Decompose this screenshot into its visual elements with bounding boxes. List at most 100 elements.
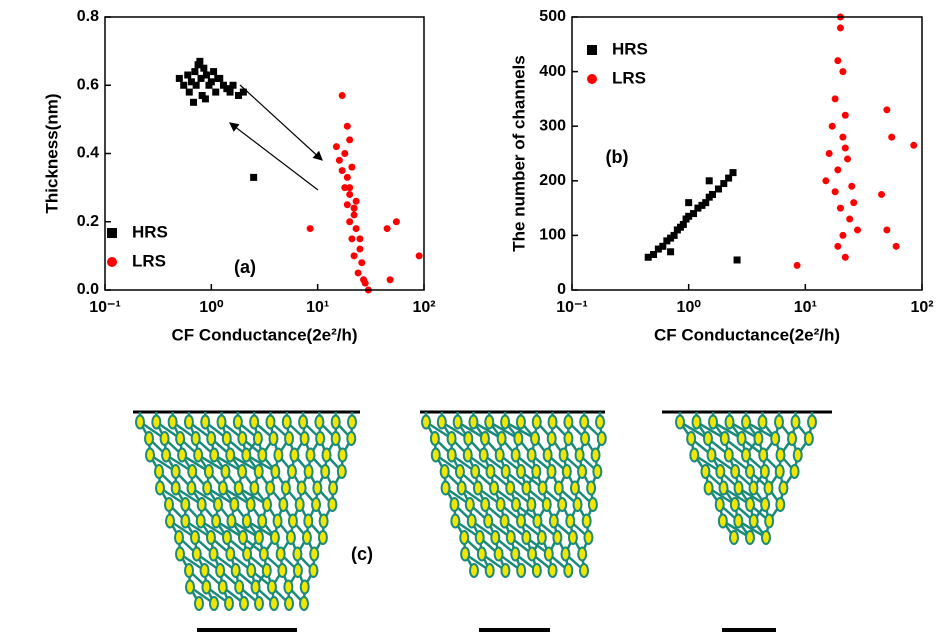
filament-link bbox=[229, 453, 260, 473]
vacancy bbox=[733, 513, 744, 529]
vacancy bbox=[253, 530, 264, 545]
vacancy bbox=[595, 414, 605, 430]
legend-label: LRS bbox=[132, 251, 166, 270]
vacancy bbox=[581, 513, 592, 529]
y-tick-label: 0.4 bbox=[77, 145, 99, 162]
vacancy bbox=[337, 447, 348, 463]
vacancy bbox=[195, 513, 206, 529]
vacancy bbox=[305, 447, 316, 463]
legend-marker bbox=[107, 257, 117, 267]
vacancy bbox=[706, 447, 717, 463]
vacancy bbox=[151, 414, 162, 430]
point bbox=[892, 242, 900, 250]
point bbox=[180, 81, 188, 89]
vacancy bbox=[194, 596, 204, 611]
vacancy bbox=[466, 513, 477, 529]
vacancy bbox=[563, 431, 574, 446]
point bbox=[685, 199, 693, 207]
vacancy bbox=[217, 480, 228, 496]
vacancy bbox=[229, 497, 240, 512]
vacancy bbox=[715, 464, 726, 479]
vacancy bbox=[266, 579, 277, 595]
vacancy bbox=[774, 414, 784, 430]
point bbox=[850, 199, 858, 207]
vacancy bbox=[330, 414, 341, 430]
vacancy bbox=[500, 563, 511, 578]
vacancy bbox=[717, 513, 728, 529]
point bbox=[191, 68, 199, 76]
point bbox=[229, 81, 237, 89]
point bbox=[202, 71, 210, 79]
vacancy bbox=[577, 464, 588, 479]
vacancy bbox=[311, 497, 322, 512]
point bbox=[836, 24, 844, 32]
point bbox=[834, 57, 842, 65]
vacancy bbox=[723, 447, 734, 463]
vacancy bbox=[579, 563, 589, 578]
point bbox=[839, 133, 847, 141]
vacancy bbox=[241, 447, 252, 463]
vacancy bbox=[184, 563, 194, 578]
vacancy bbox=[135, 414, 145, 430]
vacancy bbox=[239, 596, 249, 611]
point bbox=[733, 256, 741, 264]
vacancy bbox=[741, 447, 751, 463]
point bbox=[356, 235, 364, 243]
vacancy bbox=[180, 497, 191, 512]
vacancy bbox=[258, 546, 269, 562]
vacancy bbox=[760, 497, 771, 512]
point bbox=[667, 248, 675, 256]
point bbox=[831, 95, 839, 103]
x-tick-label: 10⁰ bbox=[677, 299, 702, 316]
vacancy bbox=[476, 546, 487, 562]
vacancy bbox=[536, 530, 547, 545]
point bbox=[185, 88, 193, 96]
vacancy bbox=[499, 513, 510, 529]
vacancy bbox=[283, 579, 294, 595]
vacancy bbox=[446, 431, 457, 446]
vacancy bbox=[436, 414, 447, 430]
vacancy bbox=[226, 513, 237, 529]
legend-marker bbox=[107, 228, 117, 238]
vacancy bbox=[532, 513, 543, 529]
x-tick-label: 10⁻¹ bbox=[89, 299, 121, 316]
point bbox=[846, 215, 854, 223]
vacancy bbox=[439, 464, 450, 479]
vacancy bbox=[500, 414, 511, 430]
vacancy bbox=[175, 546, 185, 562]
point bbox=[654, 245, 662, 253]
vacancy bbox=[516, 513, 526, 529]
vacancy bbox=[177, 447, 188, 463]
vacancy bbox=[144, 431, 154, 446]
vacancy bbox=[242, 546, 253, 562]
point bbox=[346, 190, 354, 198]
vacancy bbox=[724, 414, 735, 430]
point bbox=[392, 218, 400, 226]
vacancy bbox=[748, 513, 759, 529]
vacancy bbox=[719, 431, 730, 446]
vacancy bbox=[449, 497, 460, 512]
vacancy bbox=[189, 530, 200, 545]
vacancy bbox=[490, 530, 501, 545]
point bbox=[705, 177, 713, 185]
vacancy bbox=[289, 447, 300, 463]
vacancy bbox=[745, 530, 755, 545]
x-tick-label: 10² bbox=[412, 299, 435, 316]
vacancy bbox=[745, 464, 755, 479]
vacancy bbox=[193, 447, 204, 463]
y-tick-label: 400 bbox=[539, 63, 566, 80]
vacancy bbox=[563, 563, 574, 578]
arrow bbox=[239, 84, 323, 161]
vacancy bbox=[270, 464, 281, 479]
point bbox=[346, 218, 354, 226]
point bbox=[386, 276, 394, 284]
point bbox=[201, 95, 209, 103]
point bbox=[679, 220, 687, 228]
vacancy bbox=[736, 431, 747, 446]
point bbox=[338, 167, 346, 175]
vacancy bbox=[510, 546, 521, 562]
vacancy bbox=[180, 513, 191, 529]
vacancy bbox=[787, 431, 798, 446]
point bbox=[689, 210, 697, 218]
vacancy bbox=[170, 480, 181, 496]
